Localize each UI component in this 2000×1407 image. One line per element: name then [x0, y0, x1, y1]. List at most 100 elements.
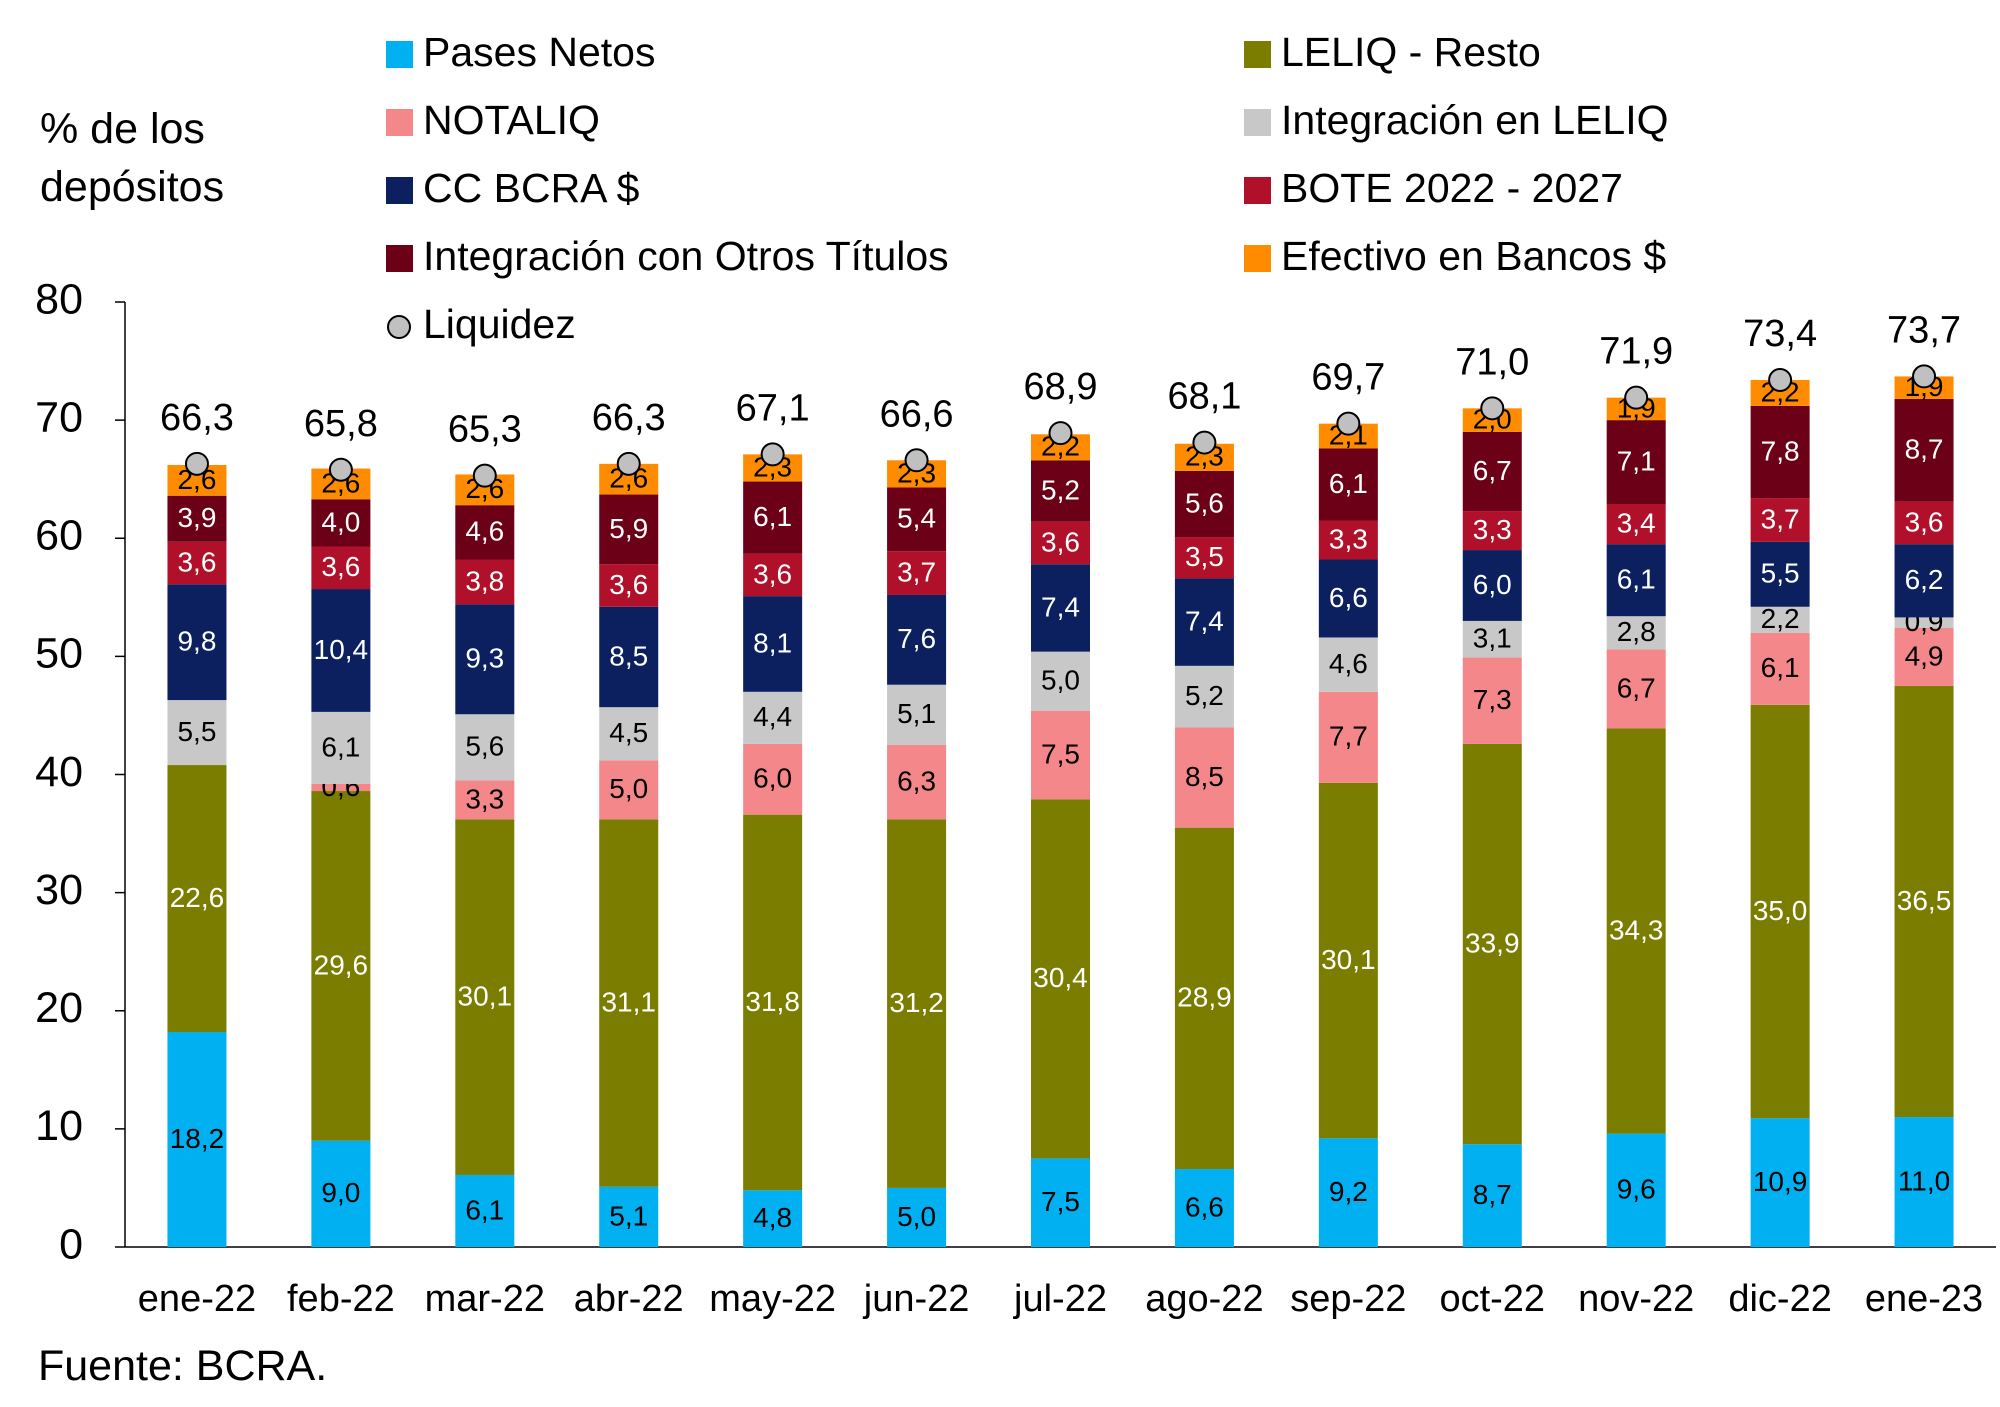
- value-label: 3,3: [1329, 523, 1368, 554]
- legend-label: Liquidez: [423, 301, 576, 347]
- bar-segment: [167, 700, 227, 766]
- bar-segment: [1174, 470, 1234, 538]
- value-label: 5,2: [1185, 680, 1224, 711]
- legend-label: BOTE 2022 - 2027: [1281, 165, 1623, 211]
- value-label: 5,1: [609, 1200, 648, 1231]
- y-tick-label: 20: [35, 984, 83, 1032]
- value-label: 10,4: [314, 634, 369, 665]
- liquidity-label: 66,3: [160, 397, 234, 439]
- bar-segment: [1462, 431, 1522, 512]
- legend-swatch: [1244, 245, 1271, 272]
- value-label: 5,5: [177, 716, 216, 747]
- value-label: 8,5: [1185, 761, 1224, 792]
- value-label: 5,6: [1185, 487, 1224, 518]
- value-label: 8,7: [1905, 434, 1944, 465]
- value-label: 10,9: [1753, 1166, 1808, 1197]
- value-label: 5,4: [897, 503, 936, 534]
- legend-swatch: [386, 109, 413, 136]
- bar-segment: [1750, 541, 1810, 607]
- bar-segment: [1606, 503, 1666, 545]
- value-label: 4,9: [1905, 640, 1944, 671]
- bar-segment: [1031, 1158, 1090, 1247]
- value-label: 30,4: [1033, 962, 1088, 993]
- x-tick-label: abr-22: [574, 1278, 684, 1320]
- bar-segment: [887, 551, 947, 595]
- x-tick-label: jun-22: [863, 1278, 970, 1320]
- value-label: 6,1: [321, 731, 360, 762]
- liquidity-marker: [760, 442, 785, 467]
- bar-segment: [1031, 521, 1090, 565]
- bar-segment: [887, 594, 947, 685]
- value-label: 34,3: [1609, 914, 1664, 945]
- value-label: 18,2: [170, 1123, 225, 1154]
- bar-segment: [599, 606, 659, 708]
- value-label: 4,8: [753, 1202, 792, 1233]
- liquidity-marker: [616, 451, 641, 476]
- value-label: 30,1: [458, 981, 513, 1012]
- x-tick-label: may-22: [709, 1278, 836, 1320]
- value-label: 8,5: [609, 640, 648, 671]
- bar-segment: [1174, 1169, 1234, 1247]
- value-label: 3,3: [465, 783, 504, 814]
- bar-segment: [743, 481, 803, 554]
- y-tick-label: 50: [35, 630, 83, 678]
- value-label: 6,6: [1329, 582, 1368, 613]
- bar-segment: [1894, 544, 1954, 618]
- bar-segment: [455, 604, 515, 715]
- value-label: 6,1: [1329, 468, 1368, 499]
- value-label: 28,9: [1177, 982, 1232, 1013]
- bar-segment: [311, 546, 371, 590]
- bar-segment: [887, 487, 947, 552]
- value-label: 6,1: [465, 1194, 504, 1225]
- bar-segment: [1606, 616, 1666, 650]
- bar-segment: [887, 819, 947, 1188]
- bar-segment: [1462, 511, 1522, 551]
- value-label: 3,7: [897, 556, 936, 587]
- value-label: 2,2: [1761, 603, 1800, 634]
- x-tick-label: feb-22: [287, 1278, 395, 1320]
- value-label: 35,0: [1753, 895, 1808, 926]
- bar-segment: [1750, 1118, 1810, 1247]
- bar-segment: [311, 711, 371, 784]
- liquidity-label: 73,7: [1887, 309, 1961, 351]
- legend-swatch: [386, 41, 413, 68]
- legend-label: Integración con Otros Títulos: [423, 233, 949, 279]
- liquidity-label: 67,1: [736, 387, 810, 429]
- bar-segment: [1750, 498, 1810, 542]
- value-label: 3,8: [465, 565, 504, 596]
- value-label: 7,4: [1185, 606, 1224, 637]
- bar-segment: [167, 495, 227, 542]
- bar-segment: [167, 541, 227, 585]
- value-label: 36,5: [1897, 885, 1952, 916]
- bar-segment: [1894, 501, 1954, 545]
- bar-segment: [599, 1186, 659, 1247]
- bar-segment: [1462, 743, 1522, 1145]
- bar-segment: [1894, 685, 1954, 1118]
- bar-segment: [1462, 1144, 1522, 1247]
- legend-swatch: [386, 177, 413, 204]
- bar-segment: [1031, 564, 1090, 652]
- liquidity-label: 71,9: [1599, 331, 1673, 373]
- liquidity-label: 69,7: [1311, 357, 1385, 399]
- bar-segment: [887, 684, 947, 745]
- liquidity-marker: [184, 451, 209, 476]
- bar-segment: [311, 783, 371, 792]
- bar-segment: [1750, 606, 1810, 633]
- legend-marker: [387, 315, 411, 339]
- bar-segment: [1606, 649, 1666, 729]
- x-tick-label: ene-23: [1865, 1278, 1983, 1320]
- y-tick-label: 80: [35, 275, 83, 323]
- y-tick-label: 10: [35, 1102, 83, 1150]
- value-label: 3,1: [1473, 623, 1512, 654]
- bar-segment: [1318, 782, 1378, 1139]
- legend-swatch: [1244, 109, 1271, 136]
- value-label: 9,6: [1617, 1174, 1656, 1205]
- bar-segment: [311, 589, 371, 712]
- bar-segment: [455, 1174, 515, 1247]
- y-tick-label: 40: [35, 748, 83, 796]
- value-label: 6,1: [753, 501, 792, 532]
- value-label: 6,2: [1905, 564, 1944, 595]
- value-label: 8,1: [753, 627, 792, 658]
- source-note: Fuente: BCRA.: [38, 1342, 328, 1390]
- bar-segment: [1750, 405, 1810, 499]
